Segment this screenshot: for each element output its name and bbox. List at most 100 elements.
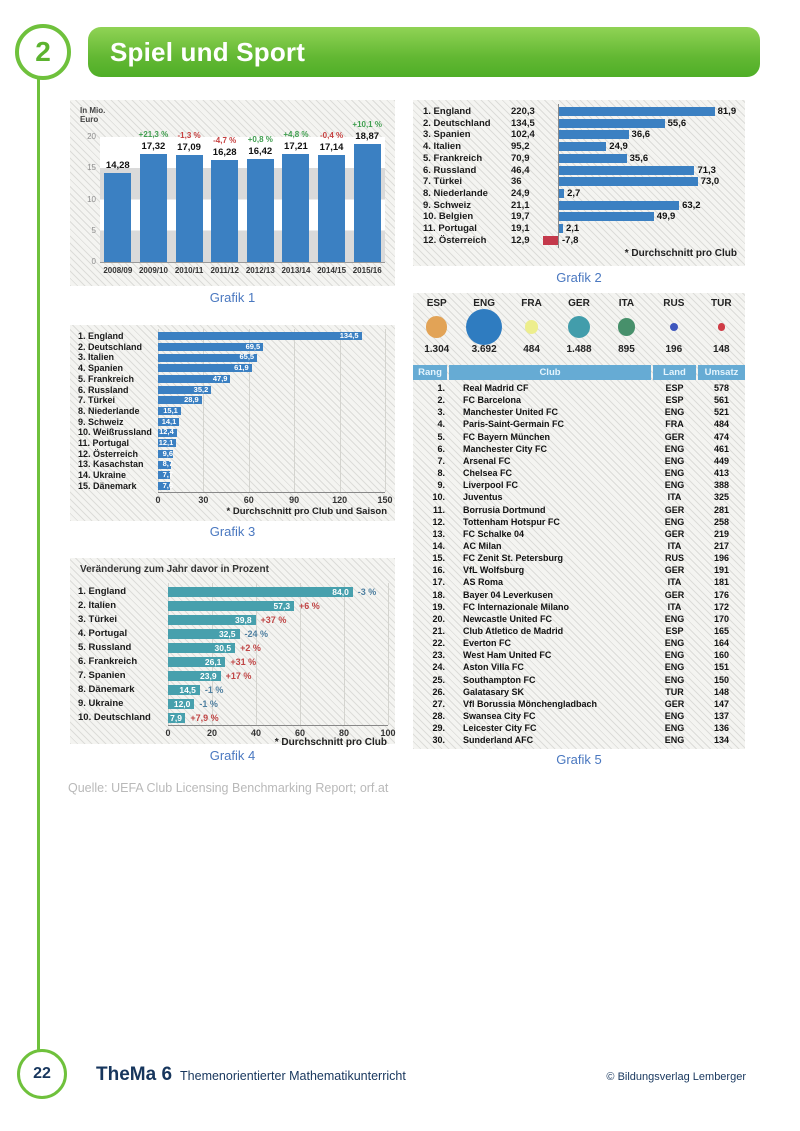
row-label: 2. Italien [78,600,117,611]
cell-club: Sunderland AFC [463,735,534,746]
cell-umsatz: 165 [713,626,730,636]
bar [158,482,170,490]
grid-line [168,583,169,725]
cell-umsatz: 148 [713,686,730,697]
bar-value-label: 18,87 [355,131,380,143]
row-label: 7. Spanien [78,670,126,681]
bar [559,107,715,116]
cell-land: RUS [664,553,684,564]
cell-land: GER [664,589,685,600]
row-label: 6. Russland [78,384,129,395]
cell-rank: 11. [432,504,445,515]
cell-umsatz: 181 [713,577,730,588]
cell-umsatz: 147 [713,698,730,709]
cell-rank: 2. [437,395,445,406]
cell-land: ENG [664,443,685,454]
cell-umsatz: 461 [713,443,730,454]
bar-value-label: 16,28 [212,147,237,159]
bar-change-label: -1 % [199,699,218,709]
row-label: 5. Frankreich [423,152,483,164]
cell-club: Galatasary SK [463,686,525,697]
cell-club: Bayer 04 Leverkusen [463,589,554,600]
cell-rank: 24. [432,662,445,673]
bar-value-label: 9,6 [162,448,173,458]
cell-rank: 29. [432,723,445,734]
bar-change-label: +21,3 % [138,129,169,139]
bubble [426,316,448,338]
bar [559,212,654,222]
x-tick-label: 80 [338,728,349,738]
row-label: 1. England [78,331,124,341]
cell-land: ENG [664,711,685,722]
cell-land: ENG [664,650,685,661]
row-label: 2. Deutschland [78,341,143,352]
x-tick-label: 60 [294,728,305,738]
bar [158,471,170,480]
cell-rank: 12. [432,516,445,527]
cell-land: ENG [664,480,685,491]
chart-footnote: * Durchschnitt pro Club [274,737,387,748]
bubble-value: 895 [618,344,635,355]
x-tick-label: 150 [377,494,393,505]
row-total: 95,2 [511,141,530,153]
cell-rank: 17. [432,577,445,588]
cell-rank: 10. [432,492,445,503]
grafik5-caption: Grafik 5 [556,752,602,767]
cell-rank: 6. [437,443,445,454]
cell-club: AS Roma [463,577,504,588]
bar-value-label: -7,8 [562,234,579,246]
bar-value-label: 12,4 [159,427,174,437]
bar [211,160,239,262]
cell-rank: 13. [432,528,445,539]
column-header: Club [449,365,651,380]
x-axis-line [100,262,385,263]
x-tick-label: 90 [289,494,300,505]
cell-club: VfL Wolfsburg [463,565,525,576]
column-header: Rang [413,365,447,380]
chapter-number: 2 [35,36,51,67]
grafik4-caption: Grafik 4 [209,748,256,763]
row-total: 70,9 [511,152,530,164]
axis-unit-label: Euro [80,115,99,124]
cell-club: West Ham United FC [463,650,552,661]
row-label: 12. Österreich [423,234,487,246]
bar-value-label: 49,9 [656,211,676,223]
cell-land: ENG [664,407,685,418]
row-label: 12. Österreich [78,448,139,459]
grid-line [212,583,213,725]
row-label: 11. Portugal [423,223,477,234]
cell-rank: 26. [432,686,445,697]
bar [158,417,180,426]
cell-club: AC Milan [463,540,502,551]
cell-club: Swansea City FC [463,711,536,722]
page-title: Spiel und Sport [110,36,306,67]
bar [168,670,221,681]
x-tick-label: 0 [155,494,161,505]
cell-land: GER [664,528,685,539]
bubble [717,323,725,331]
bar [175,155,203,262]
bar [246,159,274,262]
row-label: 10. Deutschland [78,712,151,723]
axis-unit-label: In Mio. [80,106,106,115]
bubble [525,320,539,334]
grafik3-hbar-chart: 0 30 60 90 120 150 1. England 134,5 2. Deutschla… [70,325,395,521]
row-label: 9. Ukraine [78,698,124,709]
bar-change-label: +6 % [299,601,320,611]
cell-land: ENG [664,613,685,624]
copyright: © Bildungsverlag Lemberger [606,1071,746,1083]
cell-rank: 5. [437,431,445,442]
bubble-country-code: TUR [711,298,732,309]
cell-rank: 7. [437,455,445,466]
cell-land: TUR [665,686,684,697]
bar-value-label: 23,9 [200,671,217,681]
row-label: 3. Spanien [423,129,471,141]
cell-rank: 1. [437,383,445,393]
bar [168,600,295,611]
cell-land: ENG [664,516,685,527]
grafik1-caption: Grafik 1 [209,290,256,305]
grid-line [385,329,386,492]
cell-rank: 15. [432,553,445,564]
cell-club: Newcastle United FC [463,613,553,624]
cell-land: ENG [664,735,685,746]
